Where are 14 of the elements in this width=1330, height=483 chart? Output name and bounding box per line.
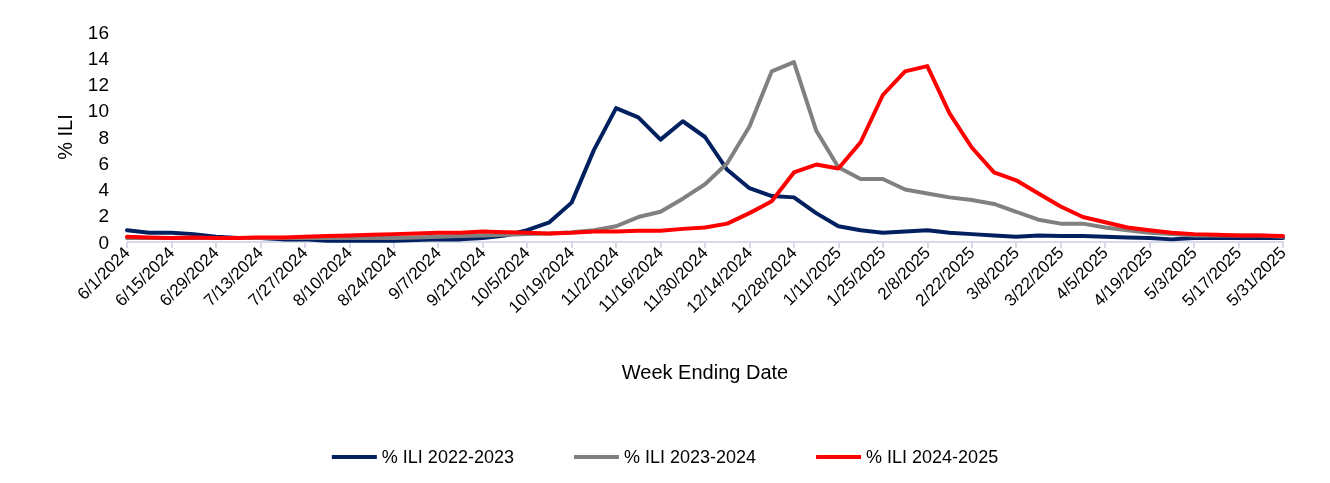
y-tick-label: 4 bbox=[98, 179, 110, 200]
y-tick-label: 2 bbox=[98, 205, 109, 227]
y-tick-label: 6 bbox=[98, 152, 109, 174]
y-tick-label: 8 bbox=[98, 126, 109, 148]
y-axis-title: % ILI bbox=[54, 114, 76, 160]
y-tick-label: 10 bbox=[87, 100, 109, 122]
y-tick-label: 14 bbox=[87, 47, 110, 69]
y-tick-label: 12 bbox=[87, 74, 109, 95]
legend-label: % ILI 2022-2023 bbox=[381, 447, 514, 467]
y-tick-label: 0 bbox=[98, 231, 109, 253]
y-tick-label: 16 bbox=[87, 21, 109, 43]
legend-label: % ILI 2024-2025 bbox=[866, 447, 999, 467]
x-axis-title: Week Ending Date bbox=[621, 361, 789, 383]
legend-label: % ILI 2023-2024 bbox=[623, 447, 757, 467]
